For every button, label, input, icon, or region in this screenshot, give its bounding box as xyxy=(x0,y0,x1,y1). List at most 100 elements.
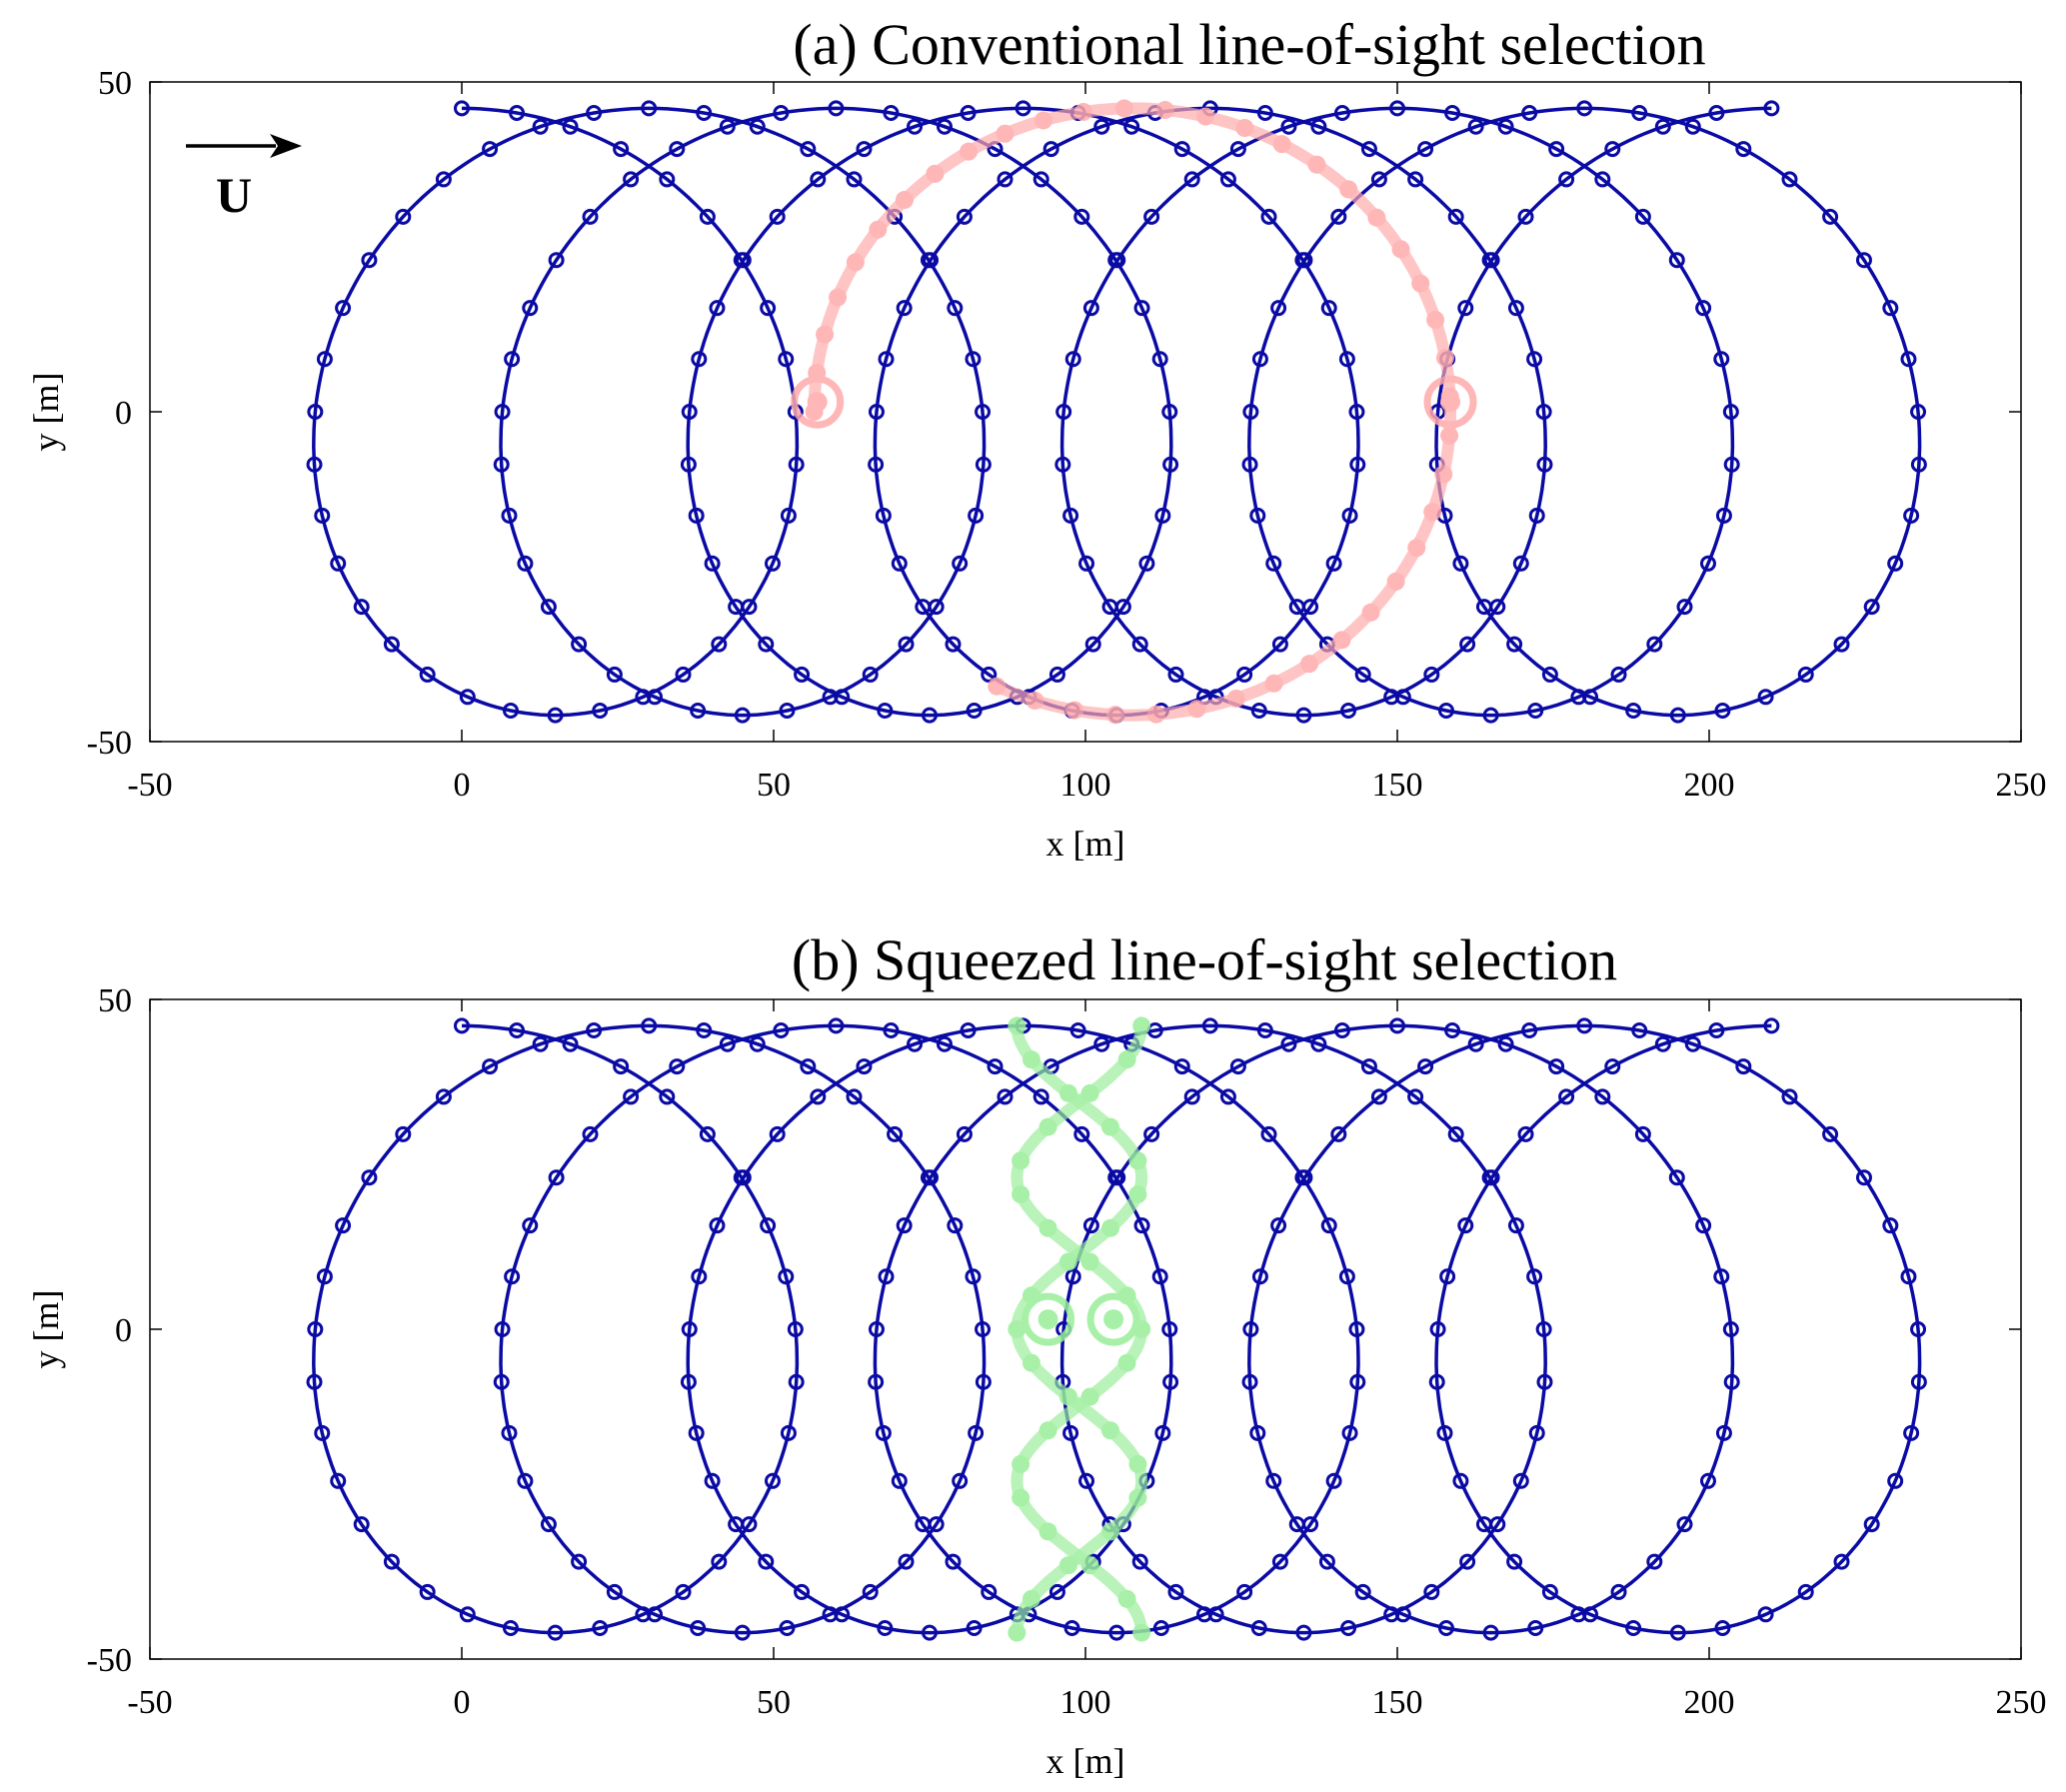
measurement-point xyxy=(1708,105,1725,122)
measurement-point xyxy=(335,1217,352,1234)
measurement-point xyxy=(623,1088,640,1105)
measurement-point xyxy=(828,100,845,117)
measurement-point xyxy=(1497,118,1514,135)
selected-point xyxy=(1074,102,1093,121)
measurement-point xyxy=(1354,666,1371,683)
measurement-point xyxy=(1512,1472,1529,1489)
measurement-point xyxy=(562,118,579,135)
measurement-point xyxy=(454,1017,470,1034)
measurement-point xyxy=(454,100,470,117)
selected-point xyxy=(1012,1151,1031,1170)
selected-point xyxy=(1264,674,1283,693)
measurement-point xyxy=(493,456,510,473)
measurement-point xyxy=(522,1217,539,1234)
measurement-point xyxy=(1131,1553,1148,1570)
measurement-point xyxy=(482,1058,499,1075)
measurement-point xyxy=(1167,1583,1184,1600)
measurement-point xyxy=(582,1125,599,1142)
measurement-point xyxy=(1280,1035,1297,1052)
measurement-point xyxy=(1082,1217,1099,1234)
measurement-point xyxy=(419,1583,436,1600)
measurement-point xyxy=(1333,1022,1350,1039)
measurement-point xyxy=(878,351,895,368)
measurement-point xyxy=(1781,171,1798,188)
selected-point xyxy=(1423,503,1442,522)
measurement-point xyxy=(582,208,599,225)
measurement-point xyxy=(1407,1088,1424,1105)
measurement-point xyxy=(459,689,476,706)
measurement-point xyxy=(1033,1088,1049,1105)
measurement-point xyxy=(330,1472,347,1489)
measurement-point xyxy=(353,599,370,616)
measurement-point xyxy=(1271,1553,1288,1570)
measurement-point xyxy=(981,666,998,683)
measurement-point xyxy=(1634,208,1651,225)
measurement-point xyxy=(1295,707,1312,724)
measurement-point xyxy=(1320,1217,1337,1234)
measurement-point xyxy=(1256,1022,1273,1039)
measurement-point xyxy=(947,1217,964,1234)
measurement-point xyxy=(586,105,603,122)
measurement-point xyxy=(1330,208,1347,225)
measurement-point xyxy=(307,1321,324,1337)
selected-point xyxy=(1022,1050,1040,1069)
selected-point xyxy=(1132,1623,1151,1642)
measurement-point xyxy=(1093,118,1110,135)
measurement-point xyxy=(787,1321,804,1337)
measurement-point xyxy=(800,141,817,158)
measurement-point xyxy=(1054,456,1071,473)
x-tick-label: -50 xyxy=(127,1684,172,1721)
measurement-point xyxy=(504,351,521,368)
measurement-point xyxy=(532,1035,549,1052)
measurement-point xyxy=(1201,1017,1218,1034)
selected-point xyxy=(1434,465,1453,484)
selected-point xyxy=(1196,107,1215,126)
measurement-point xyxy=(681,404,698,420)
measurement-point xyxy=(1242,1321,1259,1337)
measurement-point xyxy=(1634,1125,1651,1142)
measurement-point xyxy=(734,707,751,724)
measurement-point xyxy=(1340,1619,1357,1636)
measurement-point xyxy=(1073,208,1090,225)
selected-point xyxy=(1008,1016,1027,1035)
measurement-point xyxy=(306,456,323,473)
measurement-point xyxy=(699,1125,716,1142)
measurement-point xyxy=(1109,1169,1126,1186)
measurement-point xyxy=(623,171,640,188)
measurement-point xyxy=(1062,507,1079,524)
measurement-point xyxy=(1822,1125,1839,1142)
measurement-point xyxy=(502,702,519,719)
measurement-point xyxy=(641,1017,658,1034)
measurement-point xyxy=(681,1321,698,1337)
measurement-point xyxy=(1064,351,1081,368)
panel-a-ticks: -50 0 50 100 150 200 250 -50 0 50 xyxy=(87,65,2047,804)
measurement-point xyxy=(606,666,623,683)
measurement-point xyxy=(1910,1321,1927,1337)
measurement-point xyxy=(1900,351,1917,368)
measurement-point xyxy=(669,1058,686,1075)
measurement-point xyxy=(314,1424,331,1441)
measurement-point xyxy=(314,507,331,524)
measurement-point xyxy=(945,636,962,653)
measurement-point xyxy=(1517,1125,1534,1142)
selected-point xyxy=(1114,99,1133,118)
selected-point xyxy=(1008,1320,1027,1338)
measurement-point xyxy=(915,599,932,616)
measurement-point xyxy=(353,1516,370,1533)
measurement-point xyxy=(1715,1424,1732,1441)
measurement-point xyxy=(778,1268,795,1285)
measurement-point xyxy=(719,1035,736,1052)
measurement-point xyxy=(1483,252,1500,269)
measurement-point xyxy=(1676,1516,1693,1533)
measurement-point xyxy=(1152,1619,1169,1636)
measurement-point xyxy=(592,1619,609,1636)
measurement-point xyxy=(952,555,969,572)
selected-point xyxy=(1080,1252,1099,1271)
selected-point xyxy=(1300,655,1319,674)
measurement-point xyxy=(1207,1606,1224,1623)
measurement-point xyxy=(1797,1583,1814,1600)
measurement-point xyxy=(335,300,352,317)
measurement-point xyxy=(711,636,728,653)
measurement-point xyxy=(1423,1583,1440,1600)
